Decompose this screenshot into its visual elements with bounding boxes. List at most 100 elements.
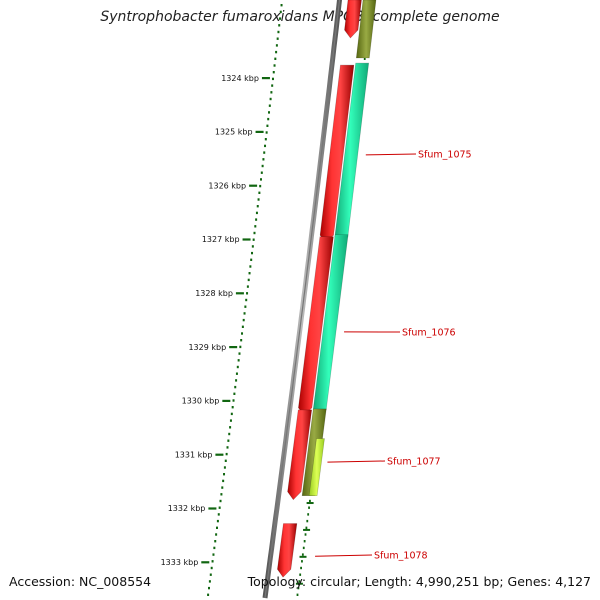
scale-dot: [217, 513, 220, 516]
outer-track-dot: [307, 513, 310, 516]
scale-dot: [243, 312, 246, 315]
cds-arrow: [277, 523, 298, 578]
gene-label-text: Sfum_1075: [418, 150, 472, 161]
scale-dot: [239, 345, 242, 349]
gene-labels: Sfum_1075 Sfum_1076 Sfum_1077 Sfum_1078: [315, 150, 472, 562]
scale-dot: [260, 171, 263, 174]
scale-dot: [255, 218, 258, 221]
scale-dot: [236, 365, 239, 369]
scale-tick: [201, 561, 210, 564]
gene-label-line: [315, 554, 373, 557]
scale-dot: [208, 580, 211, 583]
scale-dot: [278, 17, 281, 20]
outer-track-dot: [298, 580, 301, 583]
scale-dot: [225, 452, 228, 456]
scale-tick-label: 1332 kbp: [168, 504, 206, 513]
outer-track-dot: [296, 593, 299, 596]
scale-dot: [241, 332, 244, 335]
scale-dot: [252, 238, 255, 241]
gene-label-line: [327, 460, 386, 463]
scale-dot: [210, 566, 213, 570]
scale-dot: [261, 164, 264, 168]
scale-dot: [258, 191, 261, 194]
scale-dot: [271, 77, 274, 81]
scale-dot: [254, 225, 257, 228]
product-bar: [334, 62, 370, 238]
product-bar: [312, 234, 349, 411]
scale-dot: [232, 399, 235, 402]
outer-track-dot: [297, 586, 300, 590]
scale-dot: [259, 184, 262, 188]
genome-summary-text: Topology: circular; Length: 4,990,251 bp…: [247, 574, 591, 589]
accession-text: Accession: NC_008554: [9, 574, 152, 589]
scale-dot: [221, 486, 224, 489]
scale-dot: [207, 586, 210, 590]
outer-track-dot: [363, 57, 366, 60]
scale-dot: [280, 4, 283, 7]
scale-dot: [271, 84, 274, 87]
scale-dot: [264, 144, 267, 148]
scale-dot: [265, 131, 268, 134]
outer-track-dot: [302, 546, 305, 550]
cds-arrow: [287, 409, 313, 501]
scale-dot: [248, 272, 251, 275]
scale-dot: [219, 499, 222, 503]
scale-dot: [251, 251, 254, 255]
gene-label-text: Sfum_1078: [374, 551, 428, 562]
scale-dot: [218, 506, 221, 509]
scale-dot: [223, 466, 226, 469]
scale-dot: [216, 526, 219, 529]
scale-dot: [245, 298, 248, 302]
scale-dot: [226, 446, 229, 449]
scale-tick-label: 1325 kbp: [215, 128, 253, 137]
scale-dot: [234, 385, 237, 389]
scale-dot: [240, 339, 243, 342]
scale-dot: [277, 30, 280, 34]
scale-dot: [235, 379, 238, 382]
scale-dot: [270, 91, 273, 94]
scale-dot: [227, 439, 230, 442]
gene-label-text: Sfum_1076: [402, 328, 456, 339]
scale-dot: [250, 258, 253, 261]
scale-dot: [238, 352, 241, 355]
cds-arrow: [344, 0, 362, 39]
scale-tick-label: 1331 kbp: [175, 450, 213, 459]
outer-track-dot: [309, 499, 311, 503]
outer-track-dot: [301, 560, 303, 563]
scale-dot: [263, 151, 266, 154]
scale-dot: [249, 265, 252, 268]
scale-dot: [273, 64, 276, 67]
scale-dot: [244, 305, 247, 308]
scale-dot: [253, 231, 256, 235]
scale-dot: [268, 104, 271, 107]
outer-track-dot: [299, 573, 302, 576]
scale-dot: [212, 553, 215, 556]
scale-tick: [235, 292, 244, 295]
scale-dot: [215, 533, 218, 536]
outer-track-dot: [304, 533, 307, 536]
scale-dot: [211, 560, 214, 563]
backbone-line-edge: [264, 0, 341, 599]
backbone-track: [262, 0, 342, 599]
scale-dot: [242, 318, 245, 322]
outer-track-dot: [300, 566, 302, 570]
scale-tick: [242, 238, 251, 241]
outer-track-dot: [305, 526, 308, 529]
scale-dot: [241, 325, 244, 328]
scale-dot: [207, 593, 210, 596]
outer-track-tick: [303, 528, 311, 531]
scale-dot: [224, 459, 227, 462]
scale-dot: [267, 117, 270, 121]
scale-dot: [230, 412, 233, 416]
outer-track-tick: [306, 502, 314, 505]
scale-dot: [220, 493, 223, 496]
scale-dot: [257, 198, 260, 201]
scale-dot: [278, 24, 281, 27]
scale-tick: [215, 453, 224, 456]
scale-tick-label: 1333 kbp: [161, 558, 199, 567]
scale-dot: [233, 392, 236, 395]
scale-dot: [231, 406, 234, 409]
scale-tick: [208, 507, 217, 510]
scale-dot: [246, 285, 249, 288]
